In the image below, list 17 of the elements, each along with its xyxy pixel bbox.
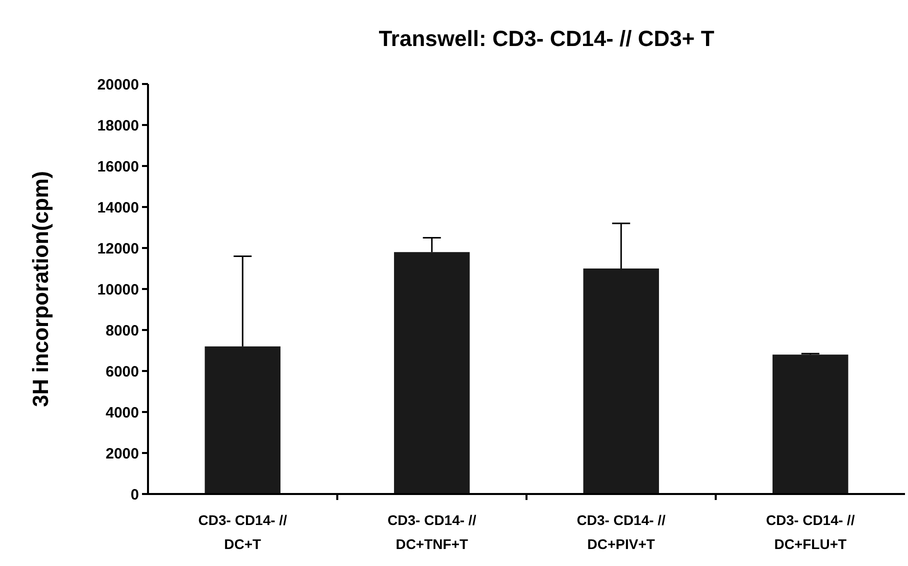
- chart-title: Transwell: CD3- CD14- // CD3+ T: [378, 26, 715, 51]
- x-tick-label: CD3- CD14- // DC+T: [198, 512, 288, 552]
- y-tick-label: 8000: [106, 322, 139, 340]
- y-axis-title: 3H incorporation(cpm): [28, 171, 53, 407]
- y-tick-label: 18000: [97, 117, 139, 134]
- y-tick-label: 16000: [97, 158, 139, 176]
- y-tick-label: 12000: [97, 240, 139, 258]
- x-tick-label: CD3- CD14- // DC+TNF+T: [388, 512, 476, 552]
- y-tick-label: 10000: [97, 281, 139, 298]
- x-tick-label: CD3- CD14- // DC+PIV+T: [576, 512, 666, 552]
- y-tick-label: 4000: [106, 404, 139, 422]
- y-tick-label: 0: [130, 486, 139, 504]
- y-tick-label: 20000: [97, 76, 139, 94]
- y-tick-label: 2000: [106, 445, 139, 462]
- y-tick-label: 6000: [106, 363, 139, 380]
- y-tick-label: 14000: [97, 199, 139, 216]
- x-tick-label: CD3- CD14- // DC+FLU+T: [766, 512, 855, 552]
